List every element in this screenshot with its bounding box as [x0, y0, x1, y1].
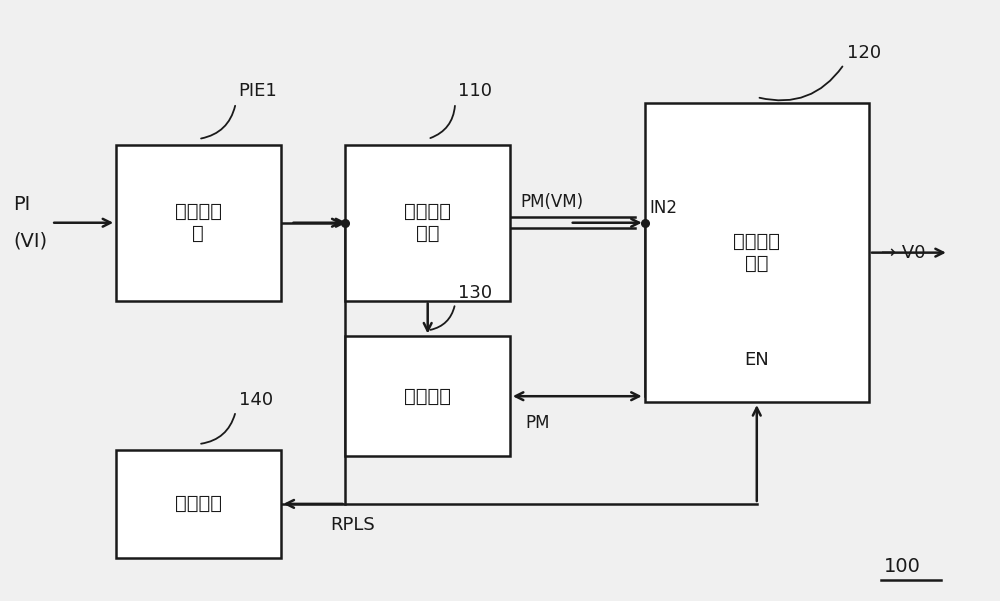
Text: 140: 140 — [239, 391, 273, 409]
Bar — [116, 145, 281, 300]
Bar — [645, 103, 869, 402]
Text: → V0: → V0 — [881, 243, 925, 261]
Text: 130: 130 — [458, 284, 492, 302]
Text: 第一功率
电路: 第一功率 电路 — [404, 202, 451, 243]
Text: 100: 100 — [884, 557, 921, 576]
Bar — [345, 337, 510, 456]
Text: EN: EN — [744, 352, 769, 370]
Text: RPLS: RPLS — [330, 516, 375, 534]
Text: 电池模块: 电池模块 — [404, 386, 451, 406]
Text: PM(VM): PM(VM) — [520, 193, 583, 211]
Text: 电源输入
埠: 电源输入 埠 — [175, 202, 222, 243]
Bar — [116, 450, 281, 558]
Text: PI: PI — [13, 195, 31, 214]
Text: 120: 120 — [847, 44, 881, 63]
Text: 重置电路: 重置电路 — [175, 495, 222, 513]
Text: 110: 110 — [458, 82, 492, 100]
Text: PM: PM — [525, 414, 549, 432]
Text: 第二功率
电路: 第二功率 电路 — [733, 232, 780, 273]
Bar — [345, 145, 510, 300]
Text: PIE1: PIE1 — [239, 82, 277, 100]
Text: IN2: IN2 — [650, 199, 678, 217]
Text: (VI): (VI) — [13, 232, 47, 251]
